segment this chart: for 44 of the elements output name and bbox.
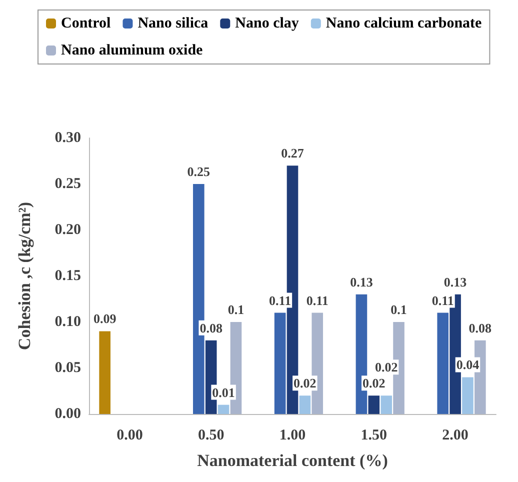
x-tick-label: 2.00 — [442, 428, 468, 444]
bar — [437, 312, 449, 414]
bar — [380, 396, 392, 414]
data-label: 0.02 — [374, 360, 398, 375]
data-label: 0.08 — [200, 320, 223, 336]
data-label: 0.02 — [294, 376, 316, 391]
bar — [218, 404, 230, 414]
legend-label: Nano silica — [138, 16, 209, 32]
x-tick-label: 0.00 — [116, 428, 143, 444]
x-tick-label: 1.50 — [360, 428, 388, 444]
data-label: 0.04 — [456, 357, 480, 372]
x-axis-title: Nanomaterial content (%) — [197, 451, 388, 470]
legend-label: Nano clay — [235, 16, 300, 32]
x-tick-label: 0.50 — [198, 428, 224, 444]
data-label: 0.25 — [187, 164, 211, 179]
data-label: 0.11 — [432, 292, 454, 308]
legend-label: Nano calcium carbonate — [326, 16, 482, 32]
y-tick-label: 0.15 — [54, 268, 81, 284]
data-label: 0.09 — [93, 311, 117, 326]
data-label: 0.13 — [444, 274, 468, 290]
bar — [274, 312, 286, 414]
data-label: 0.1 — [390, 302, 407, 317]
y-tick-label: 0.25 — [54, 176, 81, 192]
legend-label: Nano aluminum oxide — [61, 42, 204, 58]
data-label: 0.11 — [306, 292, 328, 308]
x-tick-label: 1.00 — [279, 428, 306, 444]
bar — [299, 396, 311, 414]
data-label: 0.01 — [212, 384, 235, 400]
y-tick-label: 0.00 — [54, 406, 81, 422]
bar — [99, 331, 110, 414]
y-axis-title: Cohesion ,c (kg/cm²) — [15, 202, 34, 350]
data-label: 0.08 — [468, 320, 492, 336]
legend-label: Control — [61, 16, 111, 32]
data-label: 0.13 — [350, 274, 374, 290]
y-tick-label: 0.05 — [54, 360, 81, 376]
data-label: 0.02 — [362, 376, 386, 391]
bar — [368, 396, 380, 414]
y-tick-label: 0.20 — [54, 222, 81, 238]
data-label: 0.11 — [269, 292, 292, 308]
y-tick-label: 0.30 — [54, 130, 81, 146]
y-tick-label: 0.10 — [54, 314, 81, 330]
bar — [462, 377, 474, 414]
data-label: 0.27 — [281, 146, 304, 161]
data-label: 0.1 — [228, 302, 244, 317]
